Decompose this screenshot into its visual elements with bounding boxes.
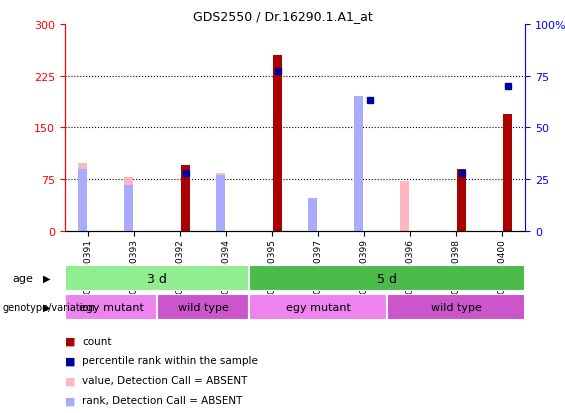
Text: egy mutant: egy mutant xyxy=(79,302,144,312)
Text: rank, Detection Call = ABSENT: rank, Detection Call = ABSENT xyxy=(82,395,242,405)
Text: percentile rank within the sample: percentile rank within the sample xyxy=(82,356,258,366)
Text: 5 d: 5 d xyxy=(377,272,397,285)
Bar xyxy=(308,198,317,231)
Bar xyxy=(458,169,466,231)
Bar xyxy=(273,56,282,231)
Bar xyxy=(216,176,225,231)
Bar xyxy=(503,114,512,231)
Bar xyxy=(354,97,363,231)
Text: genotype/variation: genotype/variation xyxy=(3,302,95,312)
Text: ■: ■ xyxy=(66,356,76,366)
Text: ■: ■ xyxy=(66,395,76,405)
Bar xyxy=(78,169,87,231)
Text: wild type: wild type xyxy=(431,302,482,312)
Bar xyxy=(401,182,409,231)
Text: 3 d: 3 d xyxy=(147,272,167,285)
Bar xyxy=(249,266,525,291)
Bar xyxy=(65,294,157,320)
Text: egy mutant: egy mutant xyxy=(286,302,351,312)
Text: age: age xyxy=(12,273,33,283)
Text: wild type: wild type xyxy=(177,302,229,312)
Bar xyxy=(387,294,525,320)
Bar xyxy=(181,166,190,231)
Text: ▶: ▶ xyxy=(42,273,50,283)
Bar xyxy=(249,294,387,320)
Bar xyxy=(65,266,249,291)
Bar xyxy=(124,186,133,231)
Bar xyxy=(78,164,87,231)
Bar xyxy=(124,178,133,231)
Text: ■: ■ xyxy=(66,375,76,385)
Text: count: count xyxy=(82,336,111,346)
Text: ■: ■ xyxy=(66,336,76,346)
Bar xyxy=(216,173,225,231)
Text: value, Detection Call = ABSENT: value, Detection Call = ABSENT xyxy=(82,375,247,385)
Bar xyxy=(308,211,317,231)
Text: ▶: ▶ xyxy=(42,302,50,312)
Bar xyxy=(157,294,249,320)
Text: GDS2550 / Dr.16290.1.A1_at: GDS2550 / Dr.16290.1.A1_at xyxy=(193,10,372,23)
Bar xyxy=(354,127,363,231)
